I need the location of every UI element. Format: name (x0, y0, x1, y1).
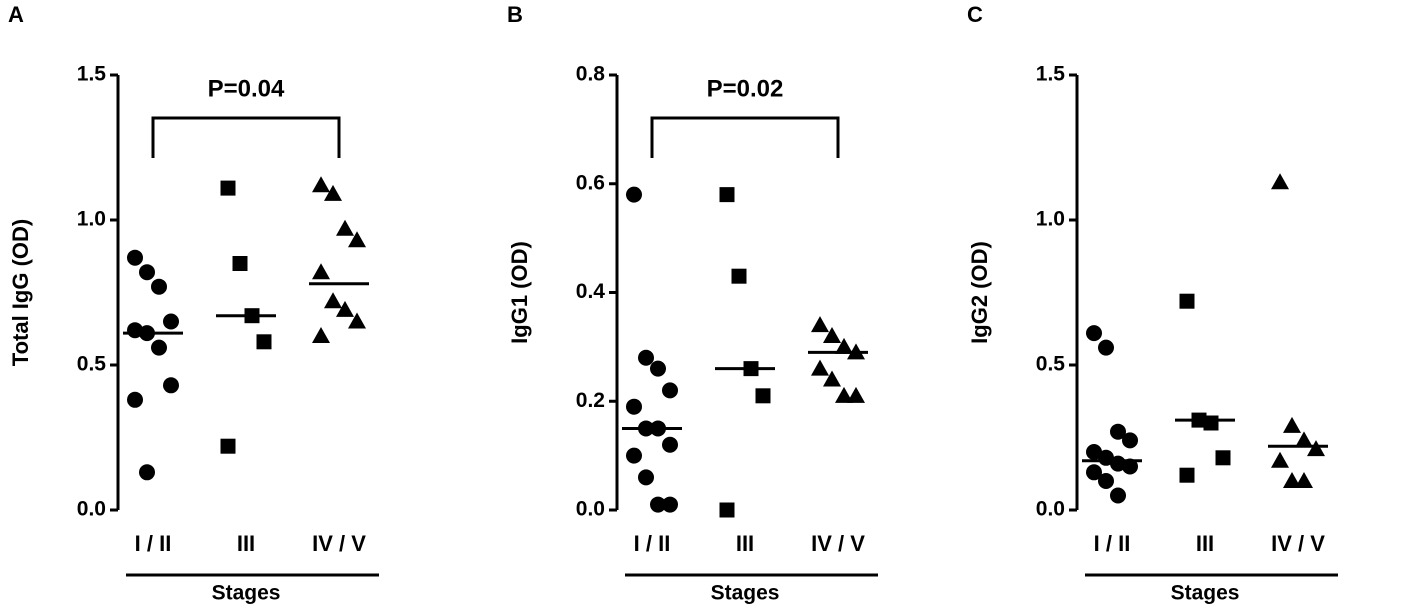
point (626, 186, 642, 203)
panel-label: A (8, 2, 24, 27)
p-value: P=0.02 (707, 75, 784, 102)
point (1098, 473, 1114, 489)
y-tick-label: 0.5 (1036, 353, 1066, 376)
point (1086, 464, 1102, 481)
point (650, 360, 666, 377)
point (1203, 415, 1219, 431)
point (662, 382, 678, 399)
point (139, 264, 155, 281)
point (151, 278, 167, 295)
x-tick-label: I / II (634, 531, 671, 556)
point (823, 327, 841, 343)
point (638, 349, 654, 366)
point (232, 256, 248, 271)
point (1295, 431, 1313, 448)
y-tick-label: 0.0 (1036, 498, 1065, 521)
point (811, 316, 829, 333)
point (256, 334, 272, 350)
p-value: P=0.04 (208, 75, 285, 102)
point (719, 502, 735, 518)
point (811, 359, 829, 376)
point (823, 370, 841, 387)
point (731, 268, 747, 284)
point (835, 337, 853, 354)
point (1215, 450, 1231, 466)
y-tick-label: 0.4 (576, 280, 606, 303)
y-tick-label: 1.5 (77, 63, 107, 86)
point (324, 292, 342, 309)
point (662, 436, 678, 453)
point (626, 398, 642, 415)
point (139, 464, 155, 481)
point (1122, 432, 1138, 449)
x-axis-label: Stages (1171, 582, 1240, 605)
x-tick-label: I / II (1094, 531, 1131, 556)
y-tick-label: 1.0 (1036, 208, 1065, 231)
point (1295, 472, 1313, 488)
y-axis-label: Total IgG (OD) (8, 219, 33, 366)
point (847, 386, 865, 403)
x-tick-label: IV / V (1271, 531, 1325, 556)
panel-label: B (507, 2, 523, 27)
y-axis-label: IgG1 (OD) (507, 241, 532, 344)
point (127, 391, 143, 408)
point (312, 327, 330, 343)
y-tick-label: 0.0 (77, 498, 106, 521)
x-axis-label: Stages (711, 582, 780, 605)
x-tick-label: IV / V (811, 531, 865, 556)
point (1283, 472, 1301, 488)
point (348, 231, 366, 248)
x-tick-label: III (237, 531, 255, 556)
point (1098, 339, 1114, 356)
point (336, 300, 354, 317)
point (163, 377, 179, 394)
point (1271, 451, 1289, 468)
point (1086, 444, 1102, 460)
y-tick-label: 1.0 (77, 208, 106, 231)
point (336, 219, 354, 236)
point (220, 180, 236, 196)
significance-bracket (151, 116, 341, 158)
point (835, 386, 853, 403)
x-axis-label: Stages (212, 582, 281, 605)
x-tick-label: I / II (135, 531, 172, 556)
point (650, 496, 666, 513)
point (1179, 293, 1195, 309)
y-axis-label: IgG2 (OD) (967, 241, 992, 344)
point (662, 496, 678, 513)
y-tick-label: 0.2 (576, 389, 605, 412)
point (1110, 423, 1126, 440)
point (324, 184, 342, 201)
y-tick-label: 1.5 (1036, 63, 1066, 86)
point (163, 313, 179, 330)
point (626, 447, 642, 464)
x-tick-label: III (736, 531, 754, 556)
point (312, 263, 330, 280)
point (1122, 458, 1138, 475)
point (220, 438, 236, 454)
x-tick-label: III (1196, 531, 1214, 556)
point (1179, 467, 1195, 483)
point (1271, 173, 1289, 190)
y-tick-label: 0.5 (77, 353, 107, 376)
point (1086, 325, 1102, 342)
point (348, 312, 366, 329)
point (127, 249, 143, 266)
point (312, 176, 330, 193)
point (1110, 487, 1126, 504)
point (755, 388, 771, 404)
y-tick-label: 0.0 (576, 498, 605, 521)
point (1283, 416, 1301, 433)
point (1307, 440, 1325, 457)
point (719, 187, 735, 203)
y-tick-label: 0.6 (576, 171, 605, 194)
point (638, 469, 654, 486)
x-tick-label: IV / V (312, 531, 366, 556)
significance-bracket (650, 116, 840, 158)
panel-label: C (967, 2, 983, 27)
point (151, 339, 167, 356)
y-tick-label: 0.8 (576, 63, 606, 86)
